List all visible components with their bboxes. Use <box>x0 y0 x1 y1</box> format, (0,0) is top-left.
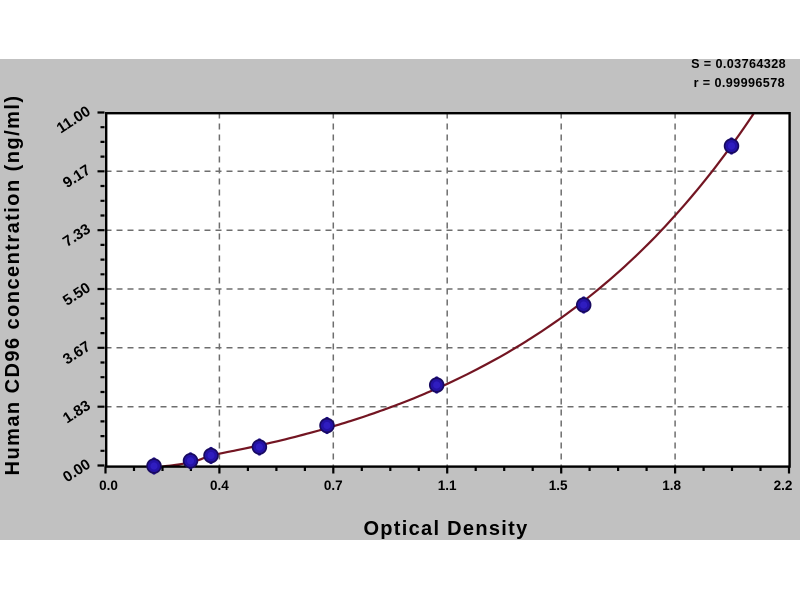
svg-text:2.2: 2.2 <box>774 478 793 493</box>
svg-text:S = 0.03764328: S = 0.03764328 <box>691 57 786 71</box>
svg-text:0.4: 0.4 <box>210 478 229 493</box>
svg-text:0.0: 0.0 <box>99 478 118 493</box>
svg-text:Human CD96 concentration (ng/m: Human CD96 concentration (ng/ml) <box>2 95 24 476</box>
svg-text:Optical Density: Optical Density <box>363 518 528 540</box>
svg-text:r = 0.99996578: r = 0.99996578 <box>694 76 785 90</box>
svg-text:1.1: 1.1 <box>438 478 457 493</box>
svg-text:1.5: 1.5 <box>549 478 568 493</box>
svg-text:1.8: 1.8 <box>662 478 681 493</box>
svg-text:0.7: 0.7 <box>324 478 343 493</box>
